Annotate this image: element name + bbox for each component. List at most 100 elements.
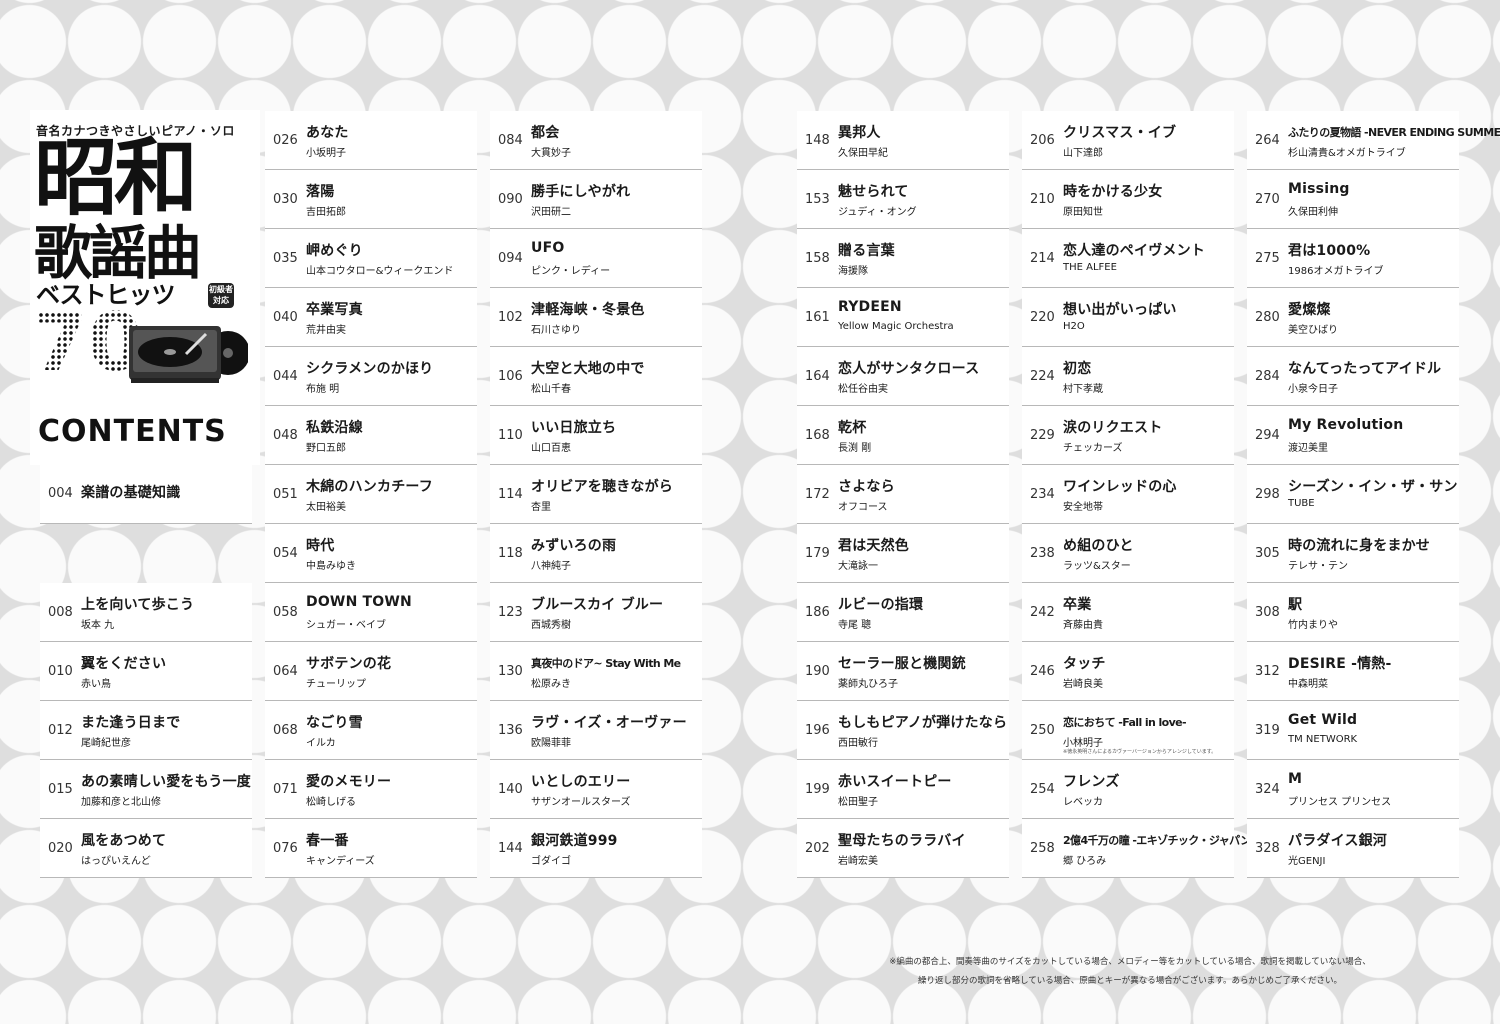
- artist: 渡辺美里: [1288, 443, 1328, 454]
- page-number: 148: [805, 133, 830, 148]
- song-title: 初恋: [1063, 361, 1092, 377]
- artist: 山口百恵: [531, 443, 571, 454]
- artist: 欧陽菲菲: [531, 738, 571, 749]
- artist: H2O: [1063, 321, 1085, 332]
- contents-entry: 158 贈る言葉 海援隊: [797, 229, 1009, 288]
- page-number: 234: [1030, 487, 1055, 502]
- artist: 中森明菜: [1288, 679, 1328, 690]
- contents-entry: 048 私鉄沿線 野口五郎: [265, 406, 477, 465]
- artist: 寺尾 聰: [838, 620, 872, 631]
- artist: ラッツ&スター: [1063, 561, 1131, 572]
- contents-entry: 264 ふたりの夏物語 -NEVER ENDING SUMMER- 杉山清貴&オメガ…: [1247, 111, 1500, 170]
- song-title: 春一番: [306, 833, 349, 849]
- contents-entry: 258 2億4千万の瞳 -エキゾチック・ジャパン- 郷 ひろみ: [1022, 819, 1255, 878]
- page-number: 294: [1255, 428, 1280, 443]
- artist: TUBE: [1288, 498, 1315, 509]
- artist: 小林明子: [1063, 738, 1103, 749]
- artist: 長渕 剛: [838, 443, 872, 454]
- subtitle: 音名カナつきやさしいピアノ・ソロ: [36, 124, 235, 138]
- page-number: 048: [273, 428, 298, 443]
- contents-entry: 234 ワインレッドの心 安全地帯: [1022, 465, 1234, 524]
- contents-entry: 319 Get Wild TM NETWORK: [1247, 701, 1459, 760]
- artist: 加藤和彦と北山修: [81, 797, 161, 808]
- contents-entry: 210 時をかける少女 原田知世: [1022, 170, 1234, 229]
- contents-entry: 270 Missing 久保田利伸: [1247, 170, 1459, 229]
- contents-entry: 040 卒業写真 荒井由実: [265, 288, 477, 347]
- title: ベストヒッツ: [36, 281, 175, 309]
- contents-entry: 076 春一番 キャンディーズ: [265, 819, 477, 878]
- footer-line: 繰り返し部分の歌詞を省略している場合、原曲とキーが異なる場合がございます。あらか…: [918, 976, 1342, 986]
- contents-entry: 020 風をあつめて はっぴいえんど: [40, 819, 252, 878]
- song-title: 乾杯: [838, 420, 867, 436]
- song-title: いとしのエリー: [531, 774, 631, 790]
- song-title: フレンズ: [1063, 774, 1120, 790]
- artist: 太田裕美: [306, 502, 346, 513]
- contents-entry: 064 サボテンの花 チューリップ: [265, 642, 477, 701]
- page-number: 040: [273, 310, 298, 325]
- count: 70: [32, 296, 144, 389]
- contents-entry: 144 銀河鉄道999 ゴダイゴ: [490, 819, 702, 878]
- page-number: 158: [805, 251, 830, 266]
- song-title: 岬めぐり: [306, 243, 363, 259]
- page-number: 004: [48, 486, 73, 501]
- artist: 1986オメガトライブ: [1288, 266, 1384, 277]
- contents-entry: 106 大空と大地の中で 松山千春: [490, 347, 702, 406]
- page-number: 210: [1030, 192, 1055, 207]
- page-number: 246: [1030, 664, 1055, 679]
- song-title: 君は1000%: [1288, 243, 1371, 259]
- song-title: なごり雪: [306, 715, 363, 731]
- song-title: ルビーの指環: [838, 597, 924, 613]
- page-number: 298: [1255, 487, 1280, 502]
- page-number: 026: [273, 133, 298, 148]
- song-title: 木綿のハンカチーフ: [306, 479, 433, 495]
- contents-entry: 206 クリスマス・イブ 山下達郎: [1022, 111, 1234, 170]
- song-title: 涙のリクエスト: [1063, 420, 1163, 436]
- contents-heading: CONTENTS: [38, 414, 227, 449]
- contents-entry: 229 涙のリクエスト チェッカーズ: [1022, 406, 1234, 465]
- page-number: 250: [1030, 723, 1055, 738]
- song-title: 君は天然色: [838, 538, 909, 554]
- artist: 久保田利伸: [1288, 207, 1338, 218]
- song-title: あなた: [306, 125, 349, 141]
- page-number: 161: [805, 310, 830, 325]
- page-number: 328: [1255, 841, 1280, 856]
- contents-entry: 026 あなた 小坂明子: [265, 111, 477, 170]
- contents-entry: 242 卒業 斉藤由貴: [1022, 583, 1234, 642]
- artist: 沢田研二: [531, 207, 571, 218]
- artist: 松山千春: [531, 384, 571, 395]
- artist: 大貫妙子: [531, 148, 571, 159]
- artist: 岩崎良美: [1063, 679, 1103, 690]
- song-title: 都会: [531, 125, 560, 141]
- contents-entry: 275 君は1000% 1986オメガトライブ: [1247, 229, 1459, 288]
- artist: オフコース: [838, 502, 888, 513]
- contents-entry: 328 パラダイス銀河 光GENJI: [1247, 819, 1459, 878]
- contents-entry: 051 木綿のハンカチーフ 太田裕美: [265, 465, 477, 524]
- page-number: 164: [805, 369, 830, 384]
- contents-entry: 238 め組のひと ラッツ&スター: [1022, 524, 1234, 583]
- artist: 西城秀樹: [531, 620, 571, 631]
- song-title: あの素晴しい愛をもう一度: [81, 774, 251, 790]
- song-title: 翼をください: [81, 656, 167, 672]
- page-number: 275: [1255, 251, 1280, 266]
- artist: 斉藤由貴: [1063, 620, 1103, 631]
- page-number: 008: [48, 605, 73, 620]
- contents-entry: 044 シクラメンのかほり 布施 明: [265, 347, 477, 406]
- song-title: クリスマス・イブ: [1063, 125, 1177, 141]
- page-number: 064: [273, 664, 298, 679]
- page-number: 090: [498, 192, 523, 207]
- page-number: 058: [273, 605, 298, 620]
- song-title: 勝手にしやがれ: [531, 184, 631, 200]
- contents-entry: 250 恋におちて -Fall in love- 小林明子 ※徳永英明さんによるカヴァ…: [1022, 701, 1234, 760]
- page-number: 224: [1030, 369, 1055, 384]
- artist: 野口五郎: [306, 443, 346, 454]
- page-number: 123: [498, 605, 523, 620]
- contents-entry: 118 みずいろの雨 八神純子: [490, 524, 702, 583]
- artist: 松田聖子: [838, 797, 878, 808]
- artist: 坂本 九: [81, 620, 115, 631]
- page-number: 168: [805, 428, 830, 443]
- contents-entry: 015 あの素晴しい愛をもう一度 加藤和彦と北山修: [40, 760, 252, 819]
- note: ※徳永英明さんによるカヴァーバージョンからアレンジしています。: [1063, 749, 1217, 755]
- artist: 郷 ひろみ: [1063, 856, 1107, 867]
- page-number: 186: [805, 605, 830, 620]
- page-number: 242: [1030, 605, 1055, 620]
